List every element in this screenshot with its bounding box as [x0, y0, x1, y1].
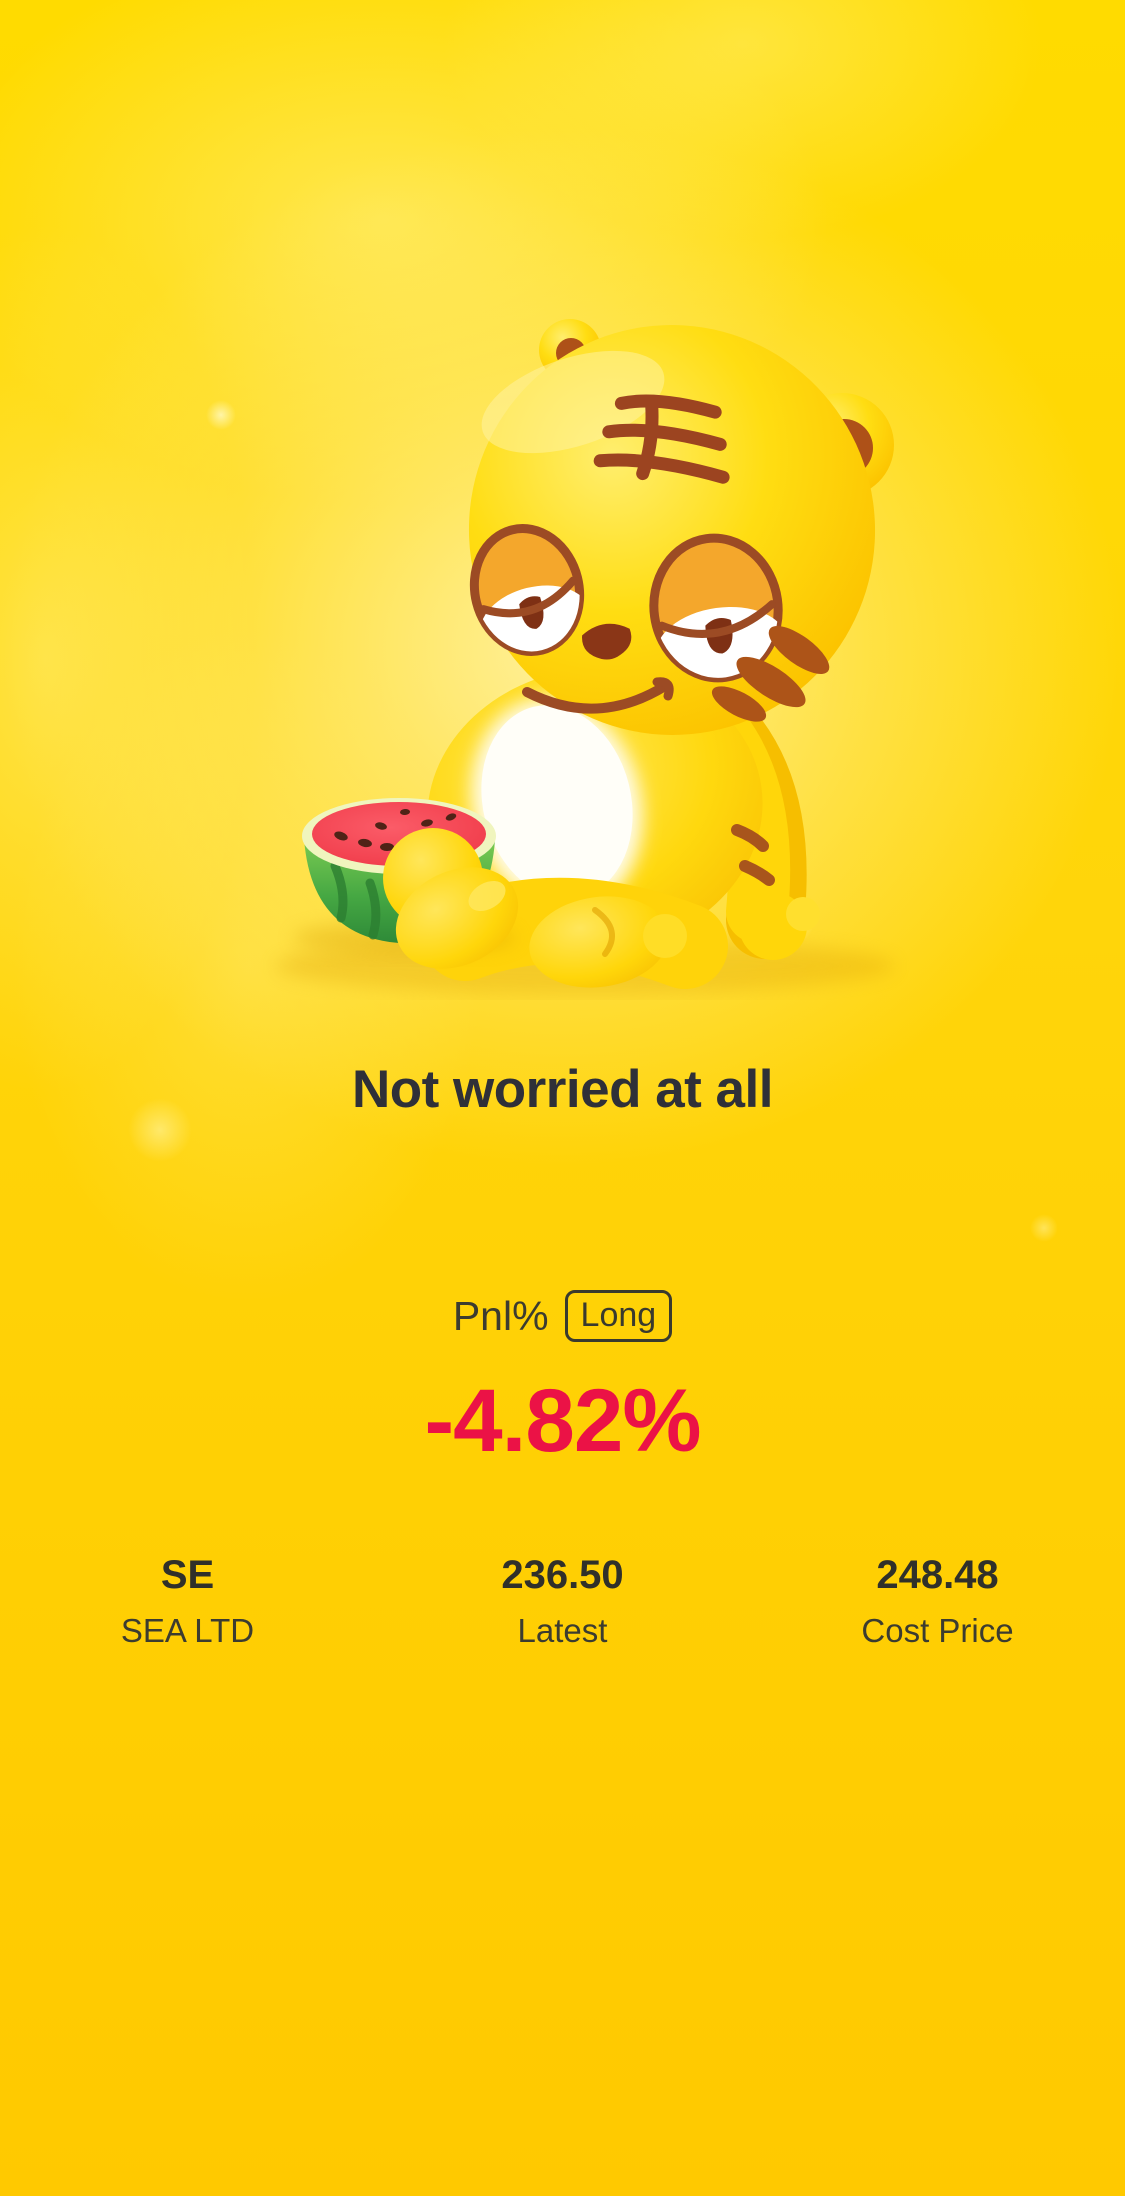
pnl-header-row: Pnl% Long: [0, 1288, 1125, 1344]
stat-symbol: SE SEA LTD: [0, 1550, 375, 1652]
tiger-nose: [582, 623, 632, 660]
cost-price-label: Cost Price: [861, 1612, 1014, 1649]
tiger-head-stripes: [711, 625, 830, 722]
tiger-mascot-illustration: [165, 290, 955, 1000]
tiger-foot: [529, 896, 687, 988]
symbol-value: SE: [160, 1553, 215, 1597]
pnl-label: Pnl%: [452, 1292, 549, 1339]
tiger-smile: [522, 677, 674, 714]
pnl-percent-value: -4.82%: [424, 1370, 702, 1470]
stat-cost-price: 248.48 Cost Price: [750, 1550, 1125, 1652]
tiger-right-eye: [649, 533, 788, 686]
mood-caption: Not worried at all: [352, 1060, 773, 1119]
cost-price-value: 248.48: [876, 1553, 999, 1597]
stats-row: SE SEA LTD 236.50 Latest 248.48 Cost Pri…: [0, 1550, 1125, 1652]
forehead-king-mark: [593, 394, 730, 484]
latest-price-value: 236.50: [501, 1553, 624, 1597]
symbol-label: SEA LTD: [120, 1612, 255, 1649]
position-direction-badge: Long: [564, 1290, 673, 1342]
tiger-front-leg: [383, 828, 519, 969]
tiger-left-eye: [469, 524, 591, 661]
latest-price-label: Latest: [517, 1612, 608, 1649]
background-sparkle: [1030, 1214, 1058, 1242]
tiger-head: [468, 325, 876, 735]
tail-stripes: [731, 824, 775, 886]
stat-latest-price: 236.50 Latest: [375, 1550, 750, 1652]
